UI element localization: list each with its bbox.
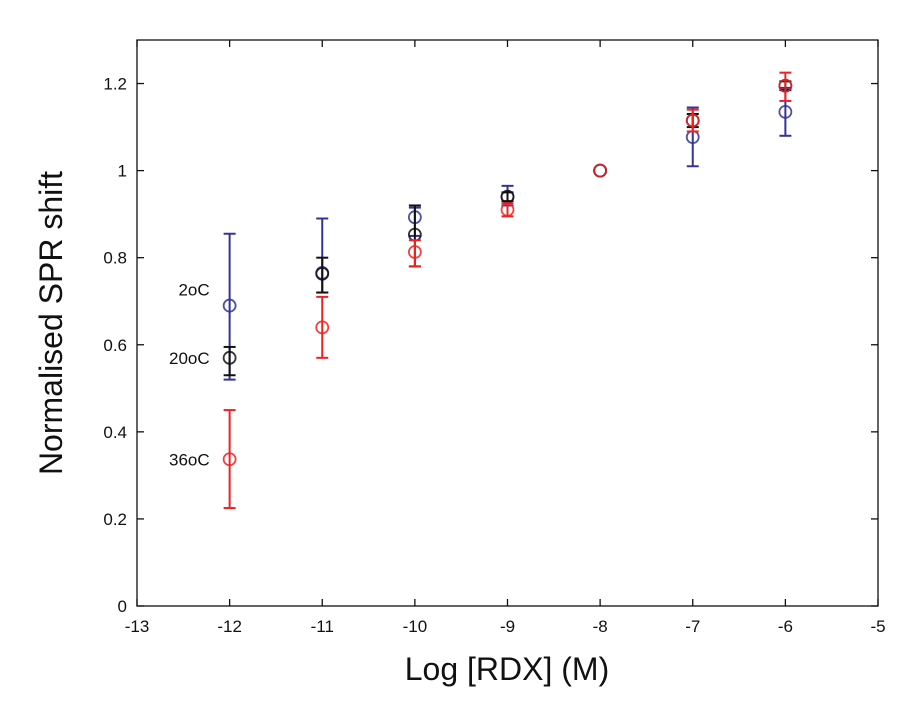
x-tick-label: -7 bbox=[685, 617, 700, 636]
data-point bbox=[778, 78, 793, 93]
y-tick-label: 0.8 bbox=[103, 249, 127, 268]
x-tick-label: -13 bbox=[125, 617, 150, 636]
series-label: 36oC bbox=[169, 450, 210, 469]
data-point bbox=[685, 113, 700, 128]
series-2oC bbox=[222, 86, 793, 381]
x-axis: -13 -12 -11 -10 -9 -8 -7 -6 -5 bbox=[125, 40, 886, 636]
series-annotations: 2oC 20oC 36oC bbox=[169, 281, 210, 470]
y-tick-label: 0.6 bbox=[103, 336, 127, 355]
y-tick-label: 1.2 bbox=[103, 75, 127, 94]
series-label: 20oC bbox=[169, 349, 210, 368]
data-point bbox=[222, 350, 237, 365]
series-20oC bbox=[222, 78, 793, 377]
data-point bbox=[315, 320, 330, 335]
plot-area bbox=[136, 39, 879, 607]
x-tick-label: -12 bbox=[217, 617, 242, 636]
data-point bbox=[315, 266, 330, 281]
data-point bbox=[222, 452, 237, 467]
data-point bbox=[222, 298, 237, 313]
y-tick-label: 0.2 bbox=[103, 510, 127, 529]
x-tick-label: -11 bbox=[311, 617, 334, 636]
data-point bbox=[407, 245, 422, 259]
y-axis: 0 0.2 0.4 0.6 0.8 1 1.2 bbox=[103, 75, 878, 616]
data-point bbox=[593, 163, 608, 178]
x-axis-label: Log [RDX] (M) bbox=[405, 651, 609, 687]
x-tick-label: -10 bbox=[403, 617, 428, 636]
y-tick-label: 0.4 bbox=[103, 423, 127, 442]
x-tick-label: -9 bbox=[500, 617, 515, 636]
x-tick-label: -6 bbox=[778, 617, 793, 636]
y-tick-label: 0 bbox=[118, 597, 127, 616]
x-tick-label: -8 bbox=[593, 617, 608, 636]
x-tick-label: -5 bbox=[870, 617, 885, 636]
data-series bbox=[222, 71, 793, 510]
data-point bbox=[500, 202, 515, 217]
data-point bbox=[778, 104, 793, 119]
y-axis-label: Normalised SPR shift bbox=[33, 171, 69, 475]
series-label: 2oC bbox=[178, 281, 209, 300]
y-tick-label: 1 bbox=[118, 162, 127, 181]
series-36oC bbox=[222, 71, 793, 510]
